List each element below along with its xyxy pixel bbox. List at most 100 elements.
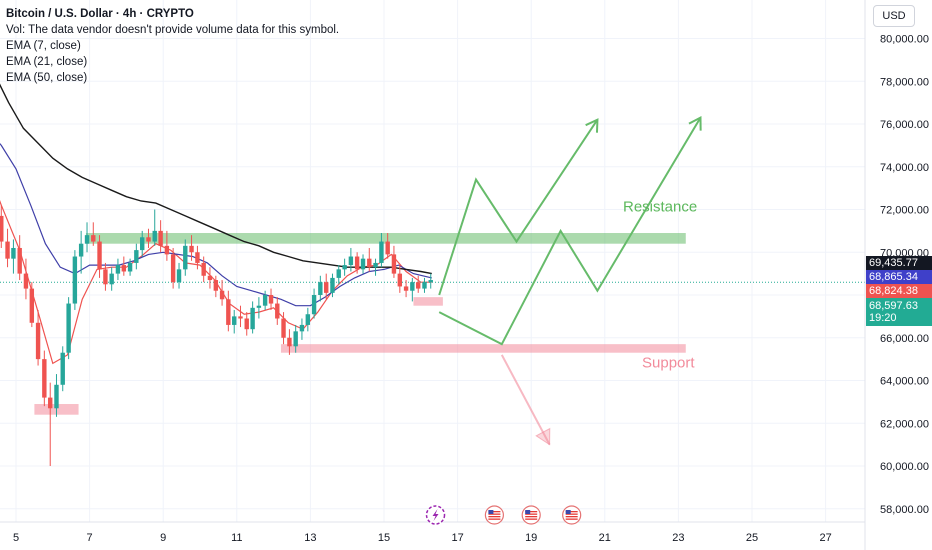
candle-body bbox=[232, 316, 237, 325]
candle-body bbox=[213, 280, 219, 291]
price-tick-label: 64,000.00 bbox=[880, 376, 929, 388]
candle-body bbox=[201, 262, 206, 276]
symbol-title[interactable]: Bitcoin / U.S. Dollar · 4h · CRYPTO bbox=[6, 8, 194, 20]
candle-body bbox=[5, 241, 10, 259]
time-tick-label: 11 bbox=[231, 532, 242, 544]
price-tick-label: 58,000.00 bbox=[880, 504, 929, 516]
zones-layer bbox=[34, 233, 686, 415]
candle-body bbox=[109, 273, 114, 285]
candle-body bbox=[60, 352, 65, 385]
flag-stripe bbox=[488, 518, 501, 520]
support-label: Support bbox=[642, 355, 695, 372]
candle-body bbox=[367, 258, 372, 268]
candle-body bbox=[140, 237, 145, 251]
ema7-legend[interactable]: EMA (7, close) bbox=[6, 40, 81, 52]
flag-stripe bbox=[565, 513, 578, 515]
flag-canton bbox=[488, 510, 494, 514]
ema21-legend[interactable]: EMA (21, close) bbox=[6, 56, 88, 68]
flag-stripe bbox=[488, 511, 501, 513]
time-tick-label: 15 bbox=[378, 532, 390, 544]
candle-body bbox=[226, 299, 231, 325]
last-price-tag: 69,435.77 bbox=[866, 255, 932, 270]
flag-ring bbox=[562, 505, 582, 525]
price-tick-label: 74,000.00 bbox=[880, 162, 929, 174]
flag-stripe bbox=[488, 516, 501, 518]
flag-stripe bbox=[565, 516, 578, 518]
time-axis: 5 7 9 11 13 15 17 19 21 23 25 27 bbox=[13, 532, 832, 544]
ema50-price-tag: 68,865.34 bbox=[866, 269, 932, 284]
candle-body bbox=[164, 245, 170, 255]
flag-ring bbox=[521, 505, 541, 525]
candle-body bbox=[127, 262, 133, 272]
candle-body bbox=[422, 282, 427, 289]
price-tick-label: 66,000.00 bbox=[880, 333, 929, 345]
events-icon[interactable] bbox=[425, 505, 446, 525]
candle-body bbox=[72, 256, 78, 304]
candle-body bbox=[403, 286, 409, 291]
candle-body bbox=[0, 215, 4, 242]
candle-body bbox=[11, 247, 16, 259]
bullish-path-2 bbox=[438, 117, 702, 346]
us-flag-icon[interactable] bbox=[484, 505, 504, 525]
candle-body bbox=[84, 235, 90, 244]
candle-body bbox=[78, 243, 84, 257]
candle-body bbox=[103, 269, 108, 285]
flag-stripe bbox=[525, 511, 538, 513]
flag-stripe bbox=[525, 513, 538, 515]
candle-body bbox=[275, 303, 280, 319]
volume-note: Vol: The data vendor doesn't provide vol… bbox=[6, 24, 340, 36]
candle-body bbox=[176, 269, 182, 283]
candle-body bbox=[256, 305, 262, 308]
price-tick-label: 80,000.00 bbox=[880, 34, 929, 46]
candle-body bbox=[268, 295, 274, 304]
candle-body bbox=[342, 265, 347, 270]
candle-body bbox=[42, 359, 47, 398]
resistance-zone bbox=[85, 233, 686, 244]
candle-body bbox=[152, 230, 157, 242]
candle-body bbox=[330, 277, 335, 293]
candle-body bbox=[48, 397, 53, 409]
flag-canton bbox=[525, 510, 531, 514]
candle-body bbox=[97, 241, 102, 270]
current-zone-zone bbox=[413, 297, 443, 306]
candle-body bbox=[281, 318, 286, 338]
candle-body bbox=[385, 241, 390, 255]
flag-canton bbox=[565, 510, 571, 514]
projection-layer bbox=[438, 115, 702, 446]
ema50-legend[interactable]: EMA (50, close) bbox=[6, 72, 88, 84]
currency-button[interactable]: USD bbox=[873, 5, 915, 27]
time-tick-label: 19 bbox=[525, 532, 537, 544]
ema-layer bbox=[0, 83, 865, 365]
us-flag-icon[interactable] bbox=[521, 505, 541, 525]
bullish-arrowhead bbox=[688, 115, 702, 131]
resistance-label: Resistance bbox=[623, 199, 697, 216]
candle-body bbox=[336, 269, 341, 278]
candle-body bbox=[379, 241, 384, 263]
bearish-arrowhead bbox=[535, 427, 551, 446]
events-row bbox=[425, 505, 582, 525]
candle-body bbox=[287, 337, 292, 347]
candle-body bbox=[35, 322, 41, 360]
ema21-price-tag: 68,824.38 bbox=[866, 283, 932, 298]
candle-body bbox=[170, 254, 176, 283]
candle-body bbox=[416, 282, 421, 289]
current-price-value: 68,597.63 bbox=[869, 299, 918, 312]
candle-body bbox=[29, 288, 35, 323]
candle-body bbox=[158, 230, 163, 246]
time-tick-label: 7 bbox=[87, 532, 93, 544]
candle-body bbox=[91, 235, 96, 242]
candle-body bbox=[391, 254, 397, 274]
time-tick-label: 25 bbox=[746, 532, 758, 544]
us-flag-icon[interactable] bbox=[562, 505, 582, 525]
candle-body bbox=[311, 295, 317, 315]
price-tick-label: 62,000.00 bbox=[880, 418, 929, 430]
flag-stripe bbox=[488, 513, 501, 515]
candle-body bbox=[250, 307, 255, 330]
time-tick-label: 27 bbox=[819, 532, 831, 544]
candle-body bbox=[293, 331, 298, 347]
price-tick-label: 76,000.00 bbox=[880, 119, 929, 131]
ema21-line bbox=[0, 142, 432, 307]
time-tick-label: 9 bbox=[160, 532, 166, 544]
candle-body bbox=[219, 290, 225, 300]
